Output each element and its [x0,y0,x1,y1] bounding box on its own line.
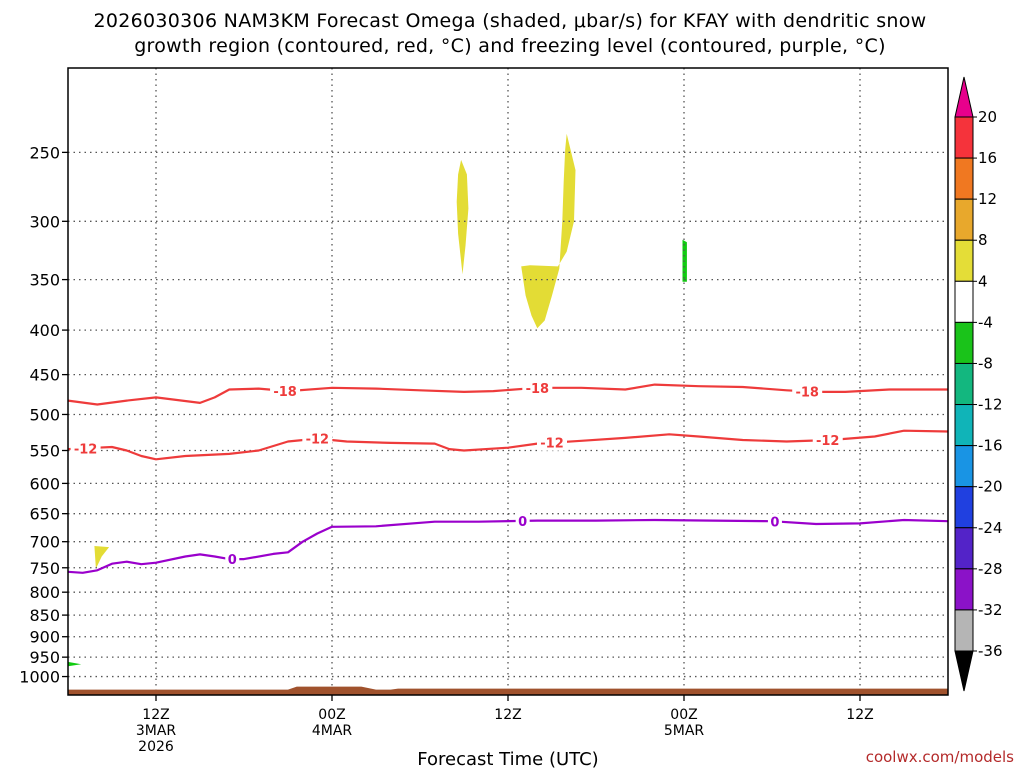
dgz-minus18-label: -18 [526,382,550,397]
y-tick-label-800: 800 [29,583,60,602]
colorbar-label: -20 [978,478,1003,496]
dgz-minus12-label: -12 [74,442,98,457]
x-tick-label: 12Z [142,707,169,723]
y-tick-label-950: 950 [29,648,60,667]
x-tick-label: 00Z [670,707,697,723]
dgz-minus12-label-bg [812,432,843,449]
chart-title-line-2: growth region (contoured, red, °C) and f… [134,35,886,57]
y-tick-label-350: 350 [29,271,60,290]
y-tick-label-500: 500 [29,405,60,424]
x-tick-label: 4MAR [312,723,353,739]
y-tick-label-850: 850 [29,606,60,625]
colorbar-label: 16 [978,149,997,167]
omega-negative-4-8-b [68,661,82,667]
colorbar-bottom-arrow [954,650,974,692]
colorbar-label: 8 [978,231,988,249]
colorbar-swatch [954,239,974,282]
colorbar-swatch [954,527,974,570]
y-tick-label-450: 450 [29,366,60,385]
freezing-level-0C-label-bg [225,551,240,568]
y-tick-label-250: 250 [29,143,60,162]
y-tick-label-750: 750 [29,559,60,578]
colorbar-label: -16 [978,437,1003,455]
y-tick-label-600: 600 [29,474,60,493]
omega-positive-4-8-a [456,159,469,275]
dgz-minus18-line [67,383,948,406]
colorbar-label: -24 [978,519,1003,537]
dgz-minus12-label: -12 [306,433,330,448]
chart-title-line-1: 2026030306 NAM3KM Forecast Omega (shaded… [93,10,926,32]
colorbar-label: 12 [978,190,997,208]
y-tick-label-700: 700 [29,533,60,552]
freezing-level-0C-label-bg [767,513,782,530]
y-tick-label-550: 550 [29,442,60,461]
dgz-minus12-label: -12 [540,437,564,452]
dgz-minus12-line [67,429,949,461]
colorbar-swatch [954,321,974,364]
y-tick-label-400: 400 [29,321,60,340]
freezing-level-0C-label: 0 [228,553,237,568]
x-tick-label: 12Z [846,707,873,723]
grid-layer [68,68,948,695]
terrain-surface [68,686,948,695]
terrain-layer [68,686,948,695]
dgz-minus12-label: -12 [816,434,840,449]
dgz-minus18-label-bg [522,379,553,396]
x-tick-label: 00Z [318,707,345,723]
colorbar-swatch [954,280,974,323]
dgz-minus12-label-bg [302,430,333,447]
omega-positive-4-8-b [521,133,576,329]
dgz-minus18-label-bg [792,383,823,400]
colorbar-swatch [954,116,974,159]
y-tick-label-1000: 1000 [19,668,60,687]
colorbar-swatch [954,486,974,529]
contours-layer [67,383,949,574]
y-tick-label-300: 300 [29,212,60,231]
x-tick-label: 3MAR [136,723,177,739]
colorbar-label: 4 [978,272,988,290]
dgz-minus12-label-bg [537,434,567,451]
colorbar-swatch [954,404,974,447]
colorbar-label: -12 [978,396,1003,414]
dgz-minus12-label-bg [70,440,101,457]
y-tick-label-900: 900 [29,628,60,647]
freezing-level-0C-label: 0 [770,515,779,530]
freezing-level-0C-line [67,518,949,574]
colorbar-swatch [954,198,974,241]
colorbar-label: -4 [978,313,993,331]
colorbar: 20 16 12 8 4 -4 -8 -12 -16 -20 -24 -28 -32 -36 [954,76,1003,692]
colorbar-swatch [954,445,974,488]
x-tick-label: 12Z [494,707,521,723]
y-tick-label-650: 650 [29,505,60,524]
x-tick-label: 2026 [138,739,174,755]
colorbar-label: -36 [978,642,1003,660]
dgz-minus18-label: -18 [273,385,297,400]
colorbar-swatch [954,362,974,406]
dgz-minus18-label: -18 [795,385,819,400]
freezing-level-0C-label-bg [515,512,530,529]
shaded-regions-layer [68,133,687,667]
colorbar-label: -28 [978,560,1003,578]
omega-positive-4-8-c [94,546,110,569]
y-axis-ticks: 250 300 350 400 450 500 550 600 650 700 750 800 850 9… [19,143,68,687]
contour-labels-layer: -18 -18 -18 -12 -12 -12 -12 0 0 0 [70,379,843,568]
omega-negative-4-8-a [682,239,687,282]
colorbar-swatch [954,609,974,652]
colorbar-label: -32 [978,601,1003,619]
colorbar-label: -8 [978,354,993,372]
dgz-minus18-label-bg [270,382,301,399]
freezing-level-0C-label: 0 [518,515,527,530]
x-axis-label: Forecast Time (UTC) [417,749,598,768]
credit-text: coolwx.com/models [866,748,1014,766]
colorbar-swatch [954,568,974,611]
colorbar-top-arrow [954,76,974,118]
colorbar-label: 20 [978,108,997,126]
colorbar-swatch [954,157,974,200]
x-tick-label: 5MAR [664,723,705,739]
